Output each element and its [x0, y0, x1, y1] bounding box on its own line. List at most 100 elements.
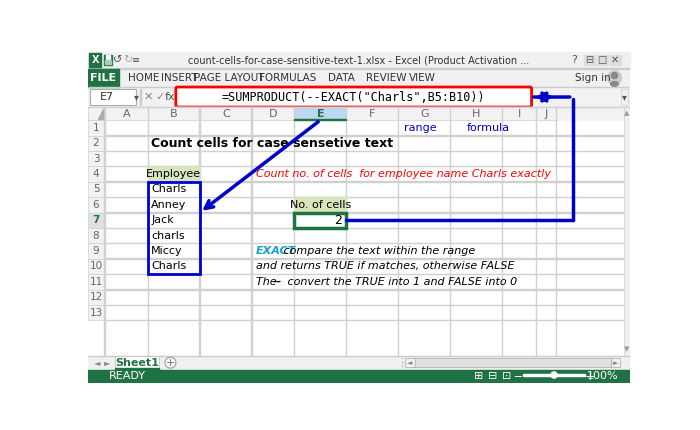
- Text: and returns TRUE if matches, otherwise FALSE: and returns TRUE if matches, otherwise F…: [256, 261, 514, 271]
- Text: fx: fx: [165, 92, 176, 102]
- Text: ✕: ✕: [144, 92, 153, 102]
- Text: Anney: Anney: [151, 200, 186, 210]
- Text: HOME: HOME: [127, 73, 159, 83]
- Text: 12: 12: [90, 292, 103, 302]
- Text: +: +: [584, 370, 595, 383]
- Text: ◄: ◄: [407, 359, 412, 365]
- Bar: [610, 358, 620, 367]
- Text: E7: E7: [100, 92, 114, 102]
- Bar: [88, 135, 104, 151]
- Text: ⊡: ⊡: [502, 371, 512, 381]
- Bar: [88, 197, 104, 212]
- Bar: [88, 274, 104, 289]
- Ellipse shape: [610, 82, 618, 86]
- Text: 6: 6: [92, 200, 99, 210]
- Bar: [88, 107, 104, 120]
- Bar: [88, 107, 630, 356]
- Text: E: E: [316, 109, 324, 119]
- Text: ▾: ▾: [134, 92, 139, 102]
- Text: 4: 4: [92, 169, 99, 179]
- Bar: [175, 89, 176, 105]
- Text: compare the text within the range: compare the text within the range: [281, 246, 476, 256]
- Text: 9: 9: [92, 246, 99, 256]
- Bar: [88, 356, 630, 370]
- Circle shape: [551, 372, 557, 378]
- Text: Sign in: Sign in: [575, 73, 610, 83]
- Text: ≡: ≡: [132, 55, 141, 65]
- Text: ⊟: ⊟: [488, 371, 498, 381]
- Bar: [398, 107, 450, 120]
- Text: ↻: ↻: [123, 55, 132, 65]
- Text: Charls: Charls: [151, 261, 186, 271]
- Bar: [88, 182, 104, 197]
- Bar: [88, 107, 630, 120]
- Text: INSERT: INSERT: [161, 73, 197, 83]
- Text: 5: 5: [92, 184, 99, 194]
- Bar: [622, 89, 628, 105]
- Text: The: The: [256, 277, 280, 287]
- Text: 8: 8: [92, 230, 99, 241]
- Bar: [346, 107, 398, 120]
- Text: FILE: FILE: [90, 73, 116, 83]
- Polygon shape: [98, 109, 103, 119]
- Bar: [596, 55, 608, 64]
- Text: VIEW: VIEW: [409, 73, 435, 83]
- Bar: [88, 228, 104, 243]
- Text: Sheet1: Sheet1: [116, 358, 159, 368]
- Bar: [200, 107, 252, 120]
- Circle shape: [608, 71, 622, 85]
- Text: ?: ?: [571, 55, 577, 65]
- Text: range: range: [404, 123, 437, 133]
- Circle shape: [611, 72, 617, 79]
- Bar: [405, 358, 414, 367]
- Bar: [116, 356, 159, 370]
- Text: ▾: ▾: [622, 92, 627, 102]
- Text: ▲: ▲: [624, 110, 629, 116]
- Bar: [413, 358, 610, 367]
- Bar: [104, 107, 148, 120]
- Text: FORMULAS: FORMULAS: [259, 73, 316, 83]
- Text: J: J: [545, 109, 547, 119]
- Text: READY: READY: [109, 371, 146, 381]
- Text: Miccy: Miccy: [151, 246, 183, 256]
- Text: No. of cells: No. of cells: [290, 200, 351, 210]
- Text: Charls: Charls: [151, 184, 186, 194]
- Bar: [295, 107, 346, 120]
- Text: ↺: ↺: [113, 55, 122, 65]
- Bar: [88, 166, 104, 182]
- Bar: [295, 212, 346, 228]
- Bar: [88, 151, 104, 166]
- Text: convert the TRUE into 1 and FALSE into 0: convert the TRUE into 1 and FALSE into 0: [284, 277, 517, 287]
- Text: +: +: [166, 358, 175, 368]
- Text: DATA: DATA: [328, 73, 355, 83]
- FancyBboxPatch shape: [176, 87, 531, 107]
- Text: 7: 7: [92, 215, 99, 225]
- Text: --: --: [273, 277, 282, 287]
- Bar: [89, 53, 102, 67]
- Text: H: H: [472, 109, 480, 119]
- Text: ⊞: ⊞: [474, 371, 484, 381]
- Bar: [536, 107, 556, 120]
- Text: □: □: [598, 55, 607, 65]
- Bar: [584, 55, 595, 64]
- Bar: [88, 52, 630, 68]
- Text: ⋮: ⋮: [395, 358, 407, 368]
- Text: 100%: 100%: [587, 371, 619, 381]
- Bar: [88, 68, 118, 87]
- Bar: [88, 305, 104, 320]
- Text: 2: 2: [92, 138, 99, 148]
- Bar: [148, 182, 200, 274]
- Text: 2: 2: [335, 214, 342, 227]
- Text: =SUMPRODUCT(--EXACT("Charls",B5:B10)): =SUMPRODUCT(--EXACT("Charls",B5:B10)): [222, 91, 486, 104]
- Text: 10: 10: [90, 261, 103, 271]
- Text: I: I: [517, 109, 521, 119]
- Text: ✕: ✕: [611, 55, 620, 65]
- Text: count-cells-for-case-sensitive-text-1.xlsx - Excel (Product Activation ...: count-cells-for-case-sensitive-text-1.xl…: [188, 55, 529, 65]
- Text: 13: 13: [90, 307, 103, 318]
- Bar: [140, 89, 141, 105]
- Bar: [148, 166, 200, 182]
- Text: EXACT: EXACT: [256, 246, 296, 256]
- Text: Count cells for case sensetive text: Count cells for case sensetive text: [151, 137, 393, 150]
- Text: PAGE LAYOUT: PAGE LAYOUT: [194, 73, 265, 83]
- Text: 3: 3: [92, 154, 99, 164]
